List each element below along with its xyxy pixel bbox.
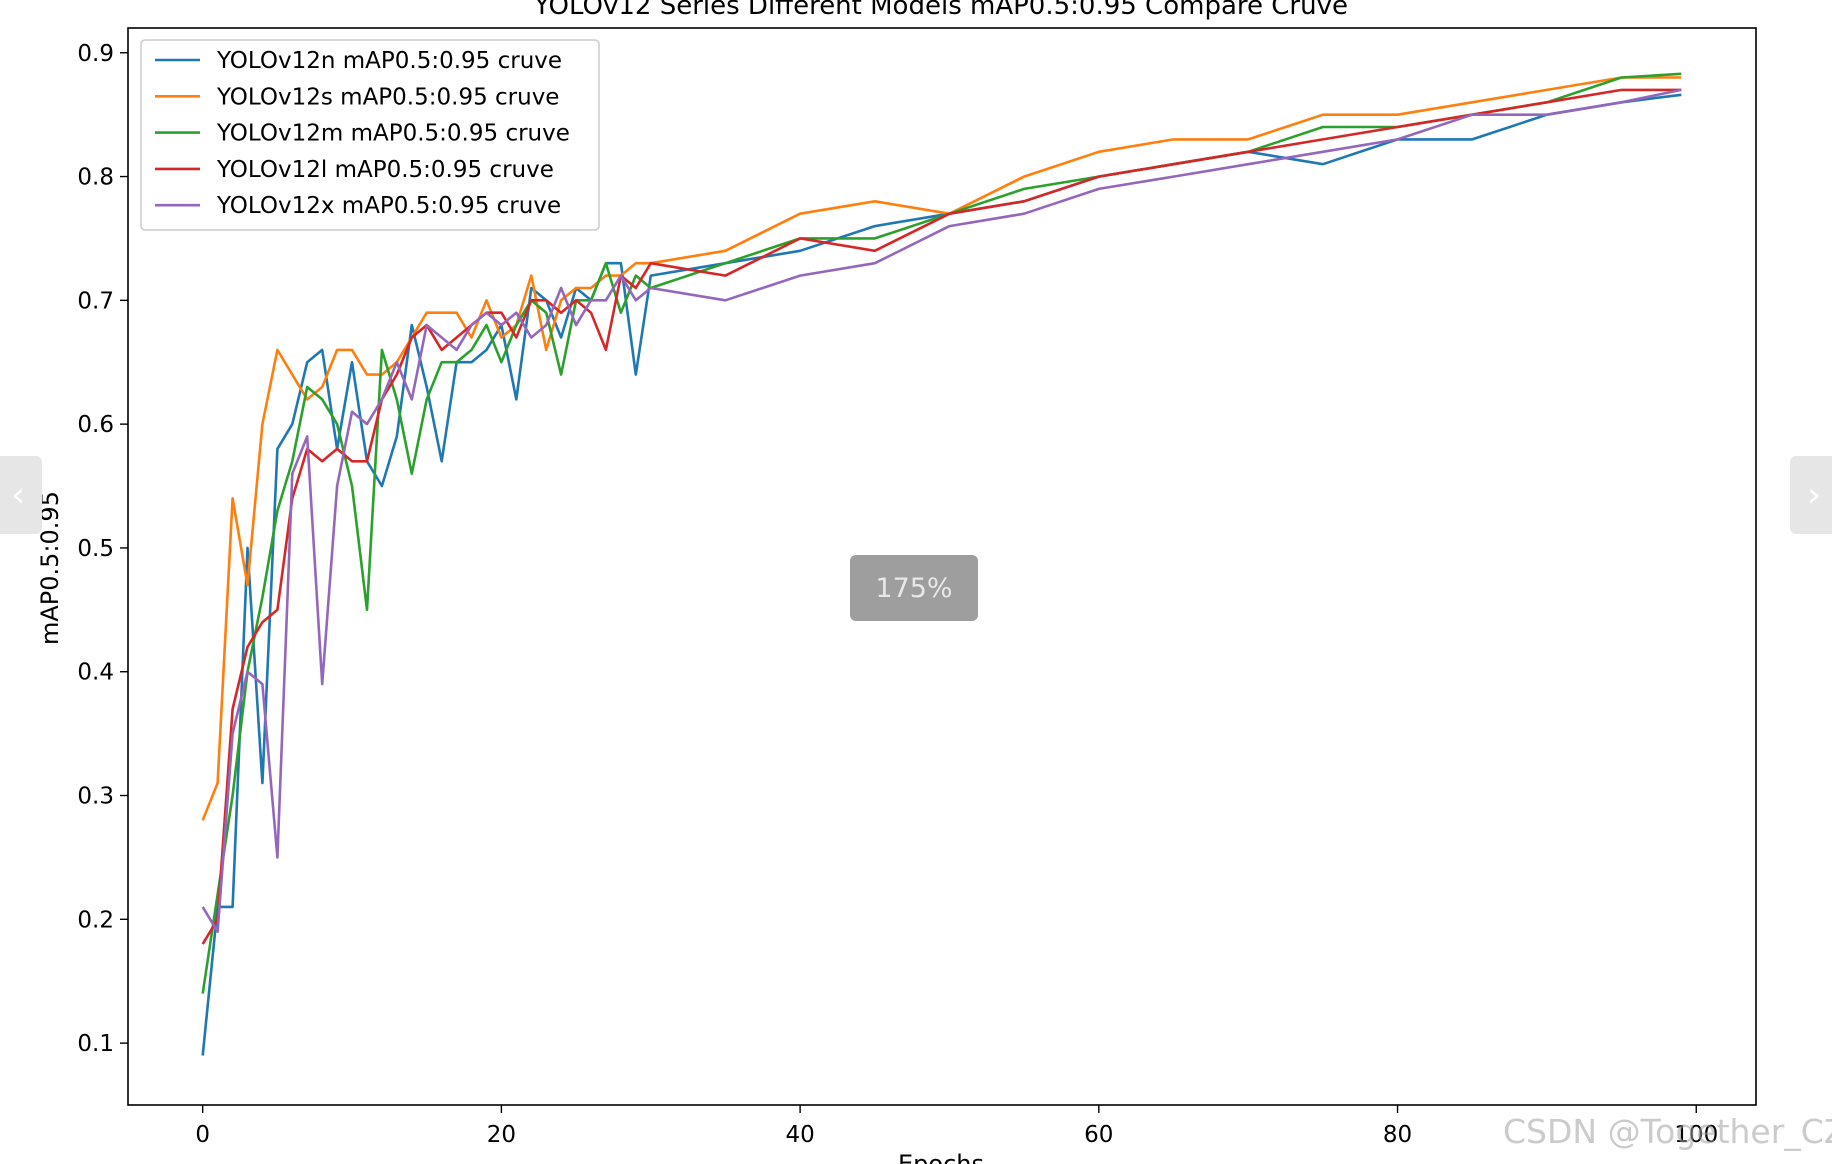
x-tick-label: 20 [487, 1122, 516, 1148]
axes: 0 20 40 60 80 100 0.1 0.2 0.3 0.4 0.5 0.6 0.7 0.8 0.9 [77, 41, 1718, 1148]
watermark: CSDN @Together_CZ [1503, 1112, 1832, 1151]
legend-label: YOLOv12m mAP0.5:0.95 cruve [216, 121, 570, 147]
x-tick-label: 0 [195, 1122, 210, 1148]
y-tick-label: 0.7 [77, 288, 114, 314]
chart-title: YOLOv12 Series Different Models mAP0.5:0… [533, 0, 1348, 21]
legend-label: YOLOv12n mAP0.5:0.95 cruve [216, 48, 562, 74]
x-tick-label: 60 [1084, 1122, 1113, 1148]
previous-image-button[interactable]: ‹ [0, 456, 42, 534]
chevron-right-icon: › [1807, 475, 1821, 515]
y-tick-label: 0.8 [77, 165, 114, 191]
series-line-4 [201, 88, 1682, 945]
y-tick-label: 0.4 [77, 660, 114, 686]
x-tick-label: 100 [1674, 1122, 1718, 1148]
legend-box [140, 39, 600, 231]
zoom-level-badge: 175% [850, 555, 978, 621]
y-tick-label: 0.6 [77, 412, 114, 438]
y-tick-label: 0.2 [77, 907, 114, 933]
x-axis-label: Epochs [898, 1150, 984, 1164]
legend-label: YOLOv12l mAP0.5:0.95 cruve [216, 157, 554, 183]
x-tick-label: 40 [785, 1122, 814, 1148]
x-tick-label: 80 [1383, 1122, 1412, 1148]
y-tick-label: 0.3 [77, 784, 114, 810]
series-lines [201, 72, 1682, 1056]
legend-label: YOLOv12s mAP0.5:0.95 cruve [216, 84, 559, 110]
y-tick-label: 0.9 [77, 41, 114, 67]
y-tick-label: 0.5 [77, 536, 114, 562]
series-line-2 [201, 76, 1682, 821]
legend: YOLOv12n mAP0.5:0.95 cruve YOLOv12s mAP0.… [140, 39, 600, 231]
chevron-left-icon: ‹ [11, 475, 25, 515]
y-tick-label: 0.1 [77, 1031, 114, 1057]
plot-frame [127, 27, 1757, 1106]
next-image-button[interactable]: › [1790, 456, 1832, 534]
series-line-5 [201, 88, 1682, 934]
legend-label: YOLOv12x mAP0.5:0.95 cruve [216, 193, 561, 219]
